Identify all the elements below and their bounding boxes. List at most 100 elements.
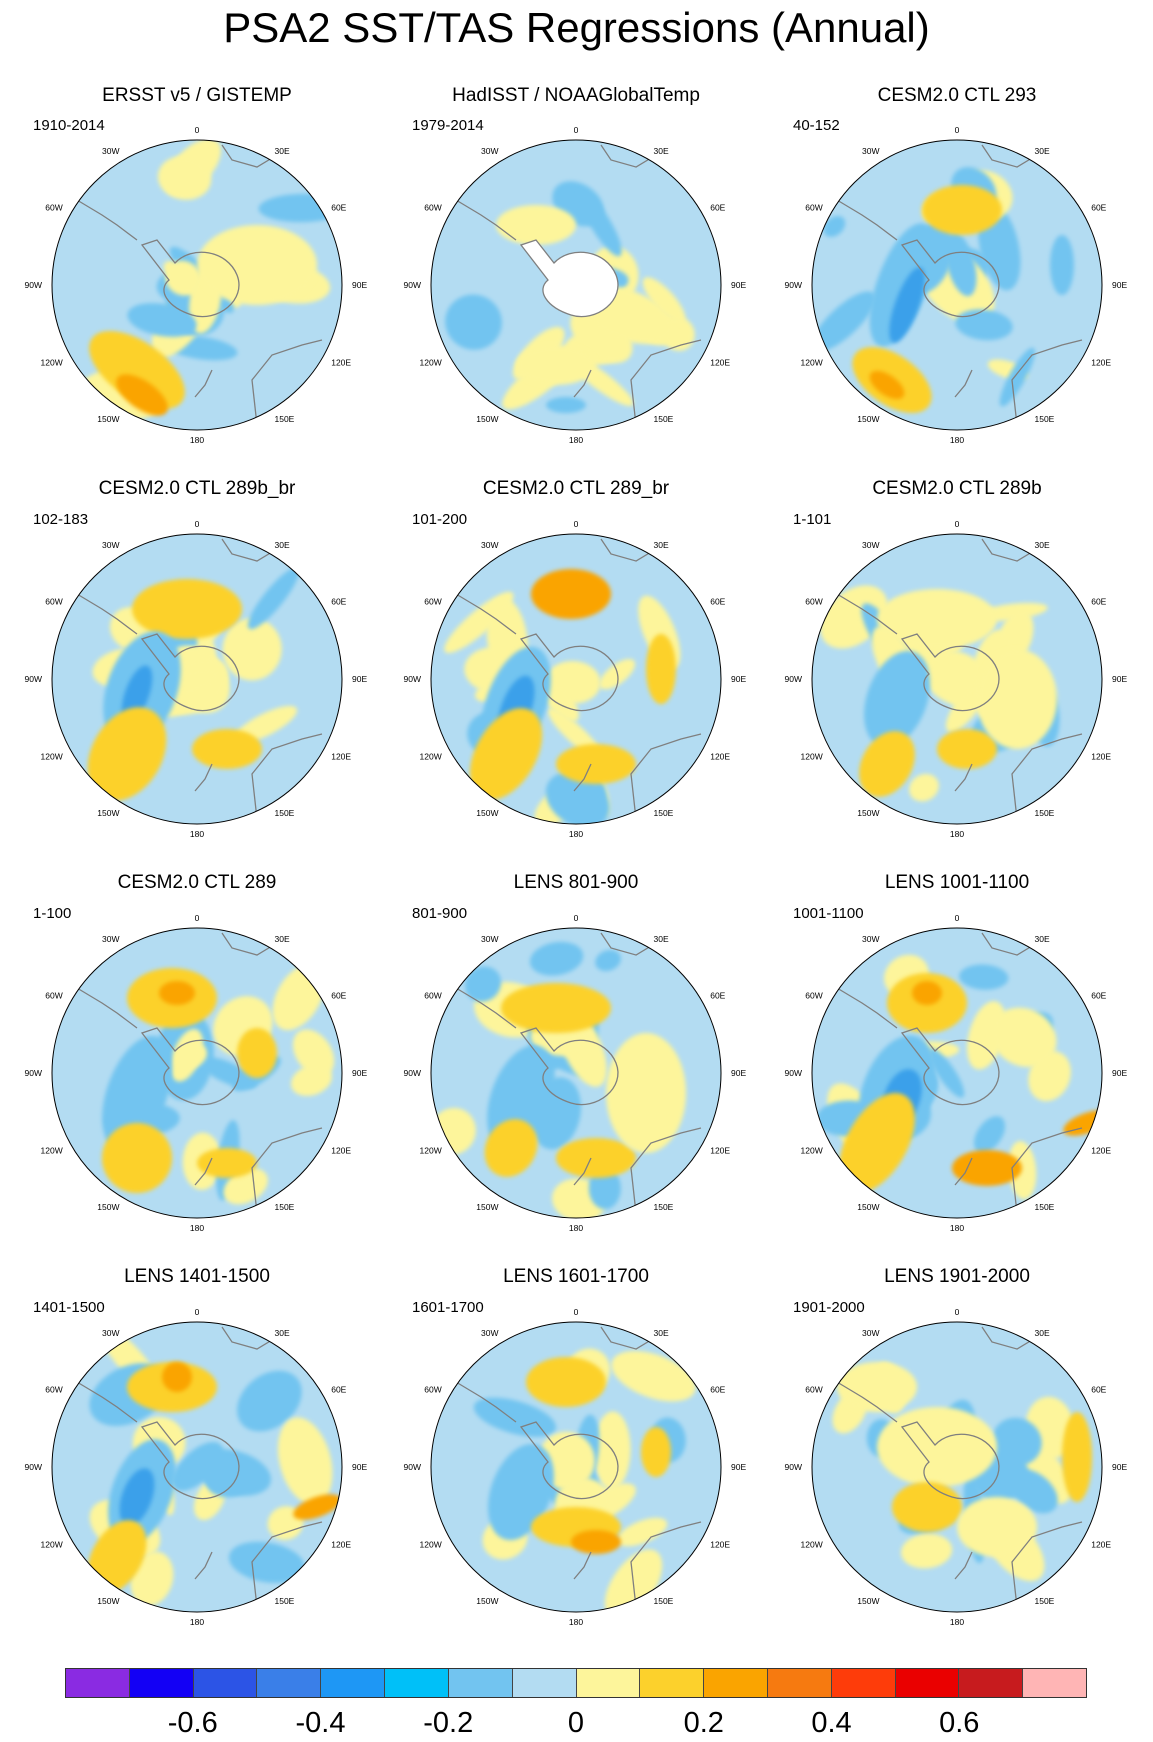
panel-title: LENS 1001-1100 <box>884 872 1030 893</box>
map-border <box>811 927 1103 1219</box>
longitude-label: 30E <box>275 146 290 156</box>
anomaly-patch <box>464 966 502 1002</box>
longitude-label: 150E <box>654 1202 674 1212</box>
longitude-label: 90E <box>731 1462 746 1472</box>
colorbar-box <box>385 1669 449 1697</box>
longitude-label: 30W <box>862 146 879 156</box>
south-america-coastline <box>836 987 898 1029</box>
colorbar-tick-label: 0 <box>567 1707 585 1739</box>
anomaly-patch <box>545 772 610 824</box>
longitude-label: 60E <box>331 597 346 607</box>
anomaly-patch <box>837 1362 917 1412</box>
longitude-label: 30E <box>654 146 669 156</box>
longitude-label: 60E <box>1091 991 1106 1001</box>
australia-coastline <box>1011 1127 1083 1214</box>
longitude-label: 60E <box>710 1385 725 1395</box>
longitude-label: 60E <box>710 203 725 213</box>
longitude-label: 60W <box>45 203 62 213</box>
panel-period-label: 101-200 <box>412 511 468 528</box>
longitude-label: 180 <box>190 1223 204 1233</box>
longitude-label: 0 <box>195 125 200 135</box>
colorbar-tick-label: -0.2 <box>423 1707 474 1739</box>
anomaly-patch <box>957 1497 1037 1557</box>
africa-coastline <box>600 538 657 562</box>
longitude-label: 180 <box>950 435 964 445</box>
anomaly-patch <box>1008 1141 1037 1200</box>
anomaly-patch <box>812 291 876 352</box>
longitude-label: 30E <box>1035 1328 1050 1338</box>
antarctica-coastline <box>519 239 619 318</box>
australia-coastline <box>251 1127 323 1214</box>
anomaly-patch <box>116 374 168 416</box>
anomaly-patch <box>469 708 543 800</box>
colorbar-box <box>576 1669 641 1697</box>
colorbar-box <box>831 1669 896 1697</box>
anomaly-patch <box>445 294 502 350</box>
polar-map: 0 30E 60E 90E 120E 150E 180 150W 120W 90W 60W 30W <box>404 1307 747 1627</box>
longitude-label: 120E <box>1091 1146 1111 1156</box>
longitude-label: 150W <box>857 1596 879 1606</box>
anomaly-patch <box>277 1417 333 1505</box>
contour-field <box>812 1322 1102 1612</box>
panel-period-label: 1-100 <box>33 905 72 922</box>
antarctica-coastline <box>519 1421 619 1500</box>
south-america-coastline <box>455 987 517 1029</box>
australia-coastline <box>1011 339 1083 426</box>
longitude-label: 30W <box>481 146 498 156</box>
longitude-label: 120W <box>801 1146 823 1156</box>
longitude-label: 90W <box>785 1068 802 1078</box>
panel-period-label: 1901-2000 <box>793 1299 865 1316</box>
longitude-label: 30E <box>654 1328 669 1338</box>
panel-period-label: 102-183 <box>33 511 89 528</box>
new-zealand-coastline <box>954 1157 973 1186</box>
africa-coastline <box>221 538 278 562</box>
colorbar-box <box>959 1669 1024 1697</box>
anomaly-patch <box>1062 1412 1092 1502</box>
anomaly-patch <box>162 1362 192 1392</box>
longitude-label: 0 <box>574 519 579 529</box>
longitude-label: 120W <box>801 358 823 368</box>
anomaly-patch <box>102 1035 172 1151</box>
anomaly-patch <box>977 649 1057 749</box>
longitude-label: 150W <box>97 1596 119 1606</box>
map-border <box>51 927 343 1219</box>
africa-coastline <box>221 932 278 956</box>
colorbar-box <box>1023 1669 1086 1697</box>
longitude-label: 90W <box>25 280 42 290</box>
anomaly-patch <box>617 1517 668 1547</box>
longitude-label: 60W <box>424 1385 441 1395</box>
new-zealand-coastline <box>194 369 213 398</box>
longitude-label: 30E <box>1035 934 1050 944</box>
anomaly-patch <box>877 589 997 649</box>
anomaly-patch <box>87 707 167 801</box>
longitude-label: 90W <box>404 1462 421 1472</box>
map-border <box>811 533 1103 825</box>
longitude-label: 150W <box>476 1202 498 1212</box>
panel-period-label: 801-900 <box>412 905 468 922</box>
longitude-label: 180 <box>190 1617 204 1627</box>
longitude-label: 90E <box>731 1068 746 1078</box>
anomaly-patch <box>473 1397 557 1437</box>
anomaly-patch <box>869 223 935 347</box>
new-zealand-coastline <box>573 1551 592 1580</box>
longitude-label: 0 <box>955 1307 960 1317</box>
anomaly-patch <box>236 1370 302 1432</box>
longitude-label: 30W <box>481 540 498 550</box>
anomaly-patch <box>531 569 611 619</box>
longitude-label: 90W <box>25 674 42 684</box>
map-border <box>430 1321 722 1613</box>
anomaly-patch <box>912 981 942 1005</box>
antarctica-coastline <box>519 633 619 712</box>
longitude-label: 150E <box>275 414 295 424</box>
longitude-label: 60E <box>331 1385 346 1395</box>
longitude-label: 60W <box>45 1385 62 1395</box>
longitude-label: 60E <box>331 203 346 213</box>
anomaly-patch <box>222 618 282 681</box>
longitude-label: 30W <box>481 934 498 944</box>
longitude-label: 0 <box>195 1307 200 1317</box>
anomaly-patch <box>127 303 197 337</box>
panel-period-label: 1910-2014 <box>33 117 105 134</box>
contour-field <box>812 928 1102 1218</box>
anomaly-patch <box>571 1530 621 1554</box>
south-america-coastline <box>76 593 138 635</box>
